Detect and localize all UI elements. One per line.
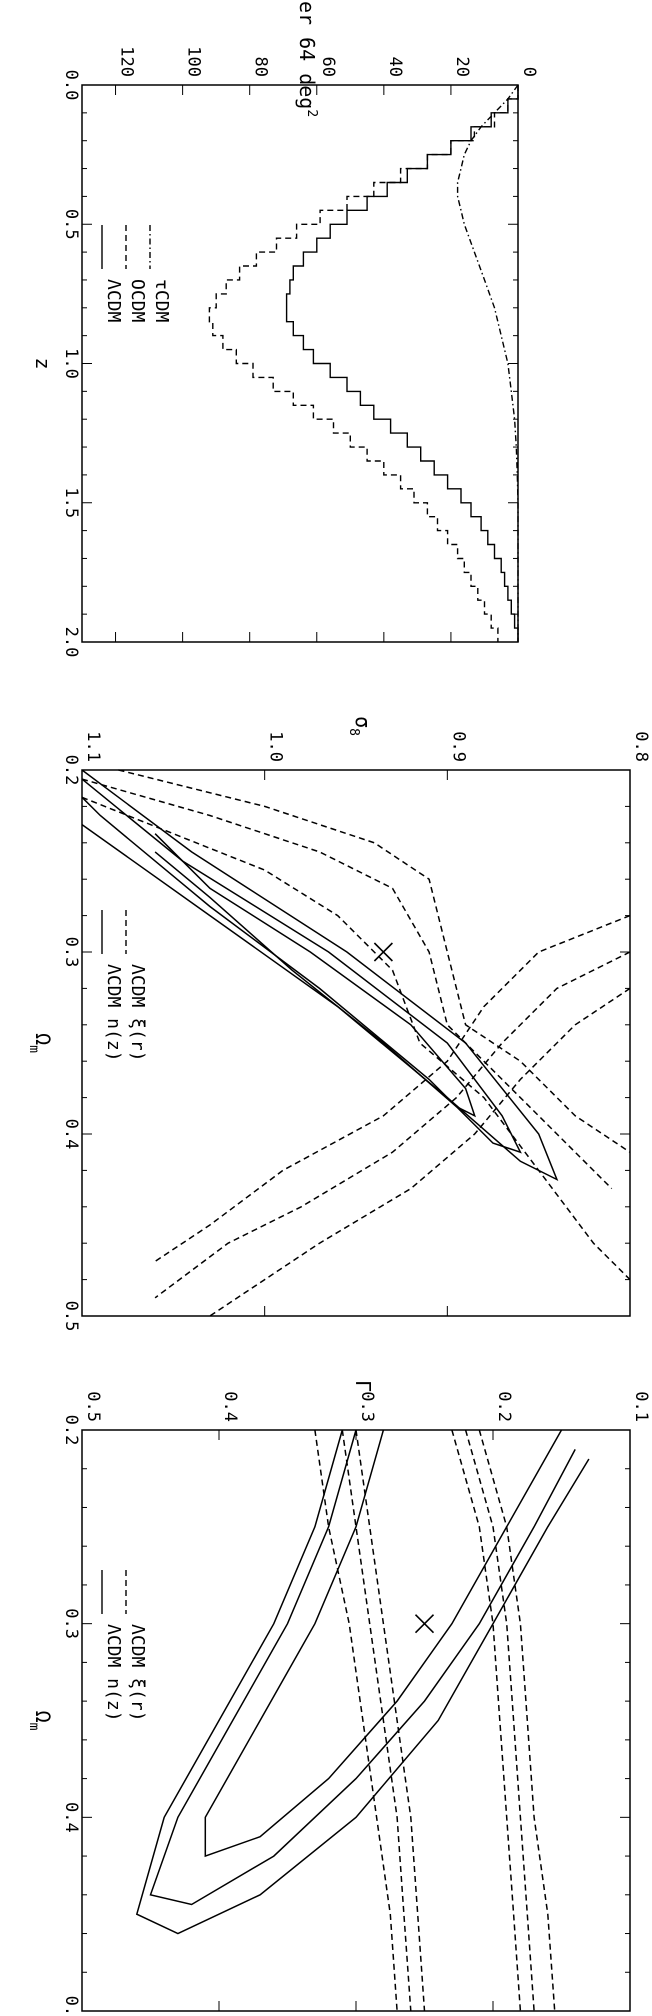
series-3	[456, 84, 519, 642]
best-fit-marker	[373, 942, 393, 962]
x-axis-title-text: Ω	[31, 1033, 55, 1045]
contour-line	[149, 1429, 576, 1906]
contour-line	[341, 1429, 412, 2012]
x-axis-title-text: z	[31, 357, 55, 369]
contour-line	[355, 1429, 426, 2012]
contour-line	[81, 796, 631, 1281]
contour-line	[81, 769, 559, 1182]
contour-line	[478, 1429, 556, 2012]
y-axis-title: σ8	[346, 716, 375, 736]
x-tick-label: 1.5	[61, 487, 81, 518]
x-axis-title-sub: m	[26, 1045, 41, 1053]
contour-line	[451, 1429, 522, 2012]
contour-line	[154, 951, 631, 1299]
plot-frame	[81, 84, 519, 643]
contour-line	[154, 914, 631, 1263]
series-2	[314, 1429, 556, 2012]
x-tick-label: 0.5	[61, 209, 81, 240]
y-tick-label: 0.1	[631, 1391, 651, 1422]
x-tick-label: 2.0	[61, 627, 81, 658]
legend-label: ΛCDM n(z)	[103, 1624, 124, 1722]
y-tick-label: 80	[251, 57, 271, 77]
y-axis-title-sup: 2	[304, 109, 319, 117]
contour-line	[81, 778, 613, 1190]
y-tick-label: 0	[519, 67, 539, 77]
y-tick-label: 20	[452, 57, 472, 77]
legend: ΛCDM n(z) ΛCDM ξ(r)	[101, 910, 148, 1062]
y-axis-title-text: N per 64 deg	[295, 0, 319, 109]
series-2	[81, 769, 631, 1317]
x-axis-title: Ωm	[26, 1033, 55, 1053]
contour-line	[204, 1429, 563, 1858]
y-tick-label: 1.0	[266, 731, 286, 762]
y-tick-label: 0.4	[220, 1391, 240, 1422]
y-axis-title: N per 64 deg2	[295, 0, 319, 117]
x-tick-label: 0.0	[61, 70, 81, 101]
y-tick-label: 120	[117, 46, 137, 77]
series-1	[135, 1429, 590, 1935]
legend: ΛCDM OCDM τCDM	[101, 225, 172, 323]
legend: ΛCDM n(z) ΛCDM ξ(r)	[101, 1570, 148, 1722]
chart-panel-1: 0.0 0.5 1.0 1.5 2.0 0 20 40 60 80 100 120 z N per 64 …	[31, 0, 539, 657]
contour-line	[209, 987, 631, 1317]
y-tick-label: 0.2	[494, 1391, 514, 1422]
y-tick-label: 0.9	[448, 731, 468, 762]
best-fit-marker	[414, 1614, 435, 1634]
y-tick-label: 100	[184, 46, 204, 77]
contour-line	[464, 1429, 535, 2012]
y-tick-label: 1.1	[83, 731, 103, 762]
legend-label: ΛCDM n(z)	[103, 964, 124, 1062]
x-tick-label: 0.2	[61, 1415, 81, 1446]
x-tick-label: 0.4	[61, 1119, 81, 1150]
x-tick-label: 0.2	[61, 755, 81, 786]
y-axis-title-sub: 8	[346, 728, 361, 736]
series-2	[208, 85, 519, 642]
y-axis-title: Γ	[351, 1380, 375, 1392]
contour-line	[118, 769, 631, 1153]
series-line	[285, 85, 519, 642]
y-tick-label: 40	[385, 57, 405, 77]
chart-panel-2: 0.2 0.3 0.4 0.5 0.8 0.9 1.0 1.1 Ωm σ8 ΛCDM n(z) ΛCD…	[26, 716, 651, 1331]
series-1	[285, 85, 519, 642]
x-tick-label: 1.0	[61, 348, 81, 379]
legend-label: ΛCDM	[103, 279, 124, 323]
y-tick-label: 0.8	[631, 731, 651, 762]
x-axis-title: z	[31, 357, 55, 369]
contour-line	[81, 778, 522, 1154]
legend-label: ΛCDM ξ(r)	[127, 1624, 148, 1722]
x-axis-title: Ωm	[26, 1711, 55, 1731]
x-tick-label: 0.3	[61, 1608, 81, 1639]
y-axis-title-text: σ	[351, 716, 375, 728]
series-line	[208, 85, 519, 642]
plot-frame	[81, 769, 631, 1317]
legend-label: τCDM	[151, 279, 172, 323]
y-tick-label: 0.5	[83, 1391, 103, 1422]
y-tick-label: 60	[318, 57, 338, 77]
contour-line	[135, 1429, 590, 1935]
chart-panel-3: 0.2 0.3 0.4 0.5 0.1 0.2 0.3 0.4 0.5 Ωm Γ ΛCDM n(z) Λ…	[26, 1380, 651, 2016]
x-axis-title-sub: m	[26, 1723, 41, 1731]
y-tick-label: 0.3	[357, 1391, 377, 1422]
x-tick-label: 0.5	[61, 1996, 81, 2016]
x-tick-label: 0.4	[61, 1802, 81, 1833]
series-line	[456, 84, 519, 642]
legend-label: ΛCDM ξ(r)	[127, 964, 148, 1062]
x-axis-title-text: Ω	[31, 1711, 55, 1723]
y-axis-title-text: Γ	[351, 1380, 375, 1392]
legend-label: OCDM	[127, 279, 148, 323]
x-tick-label: 0.5	[61, 1301, 81, 1332]
contour-line	[314, 1429, 398, 2012]
contour-line	[154, 833, 476, 1118]
series-1	[81, 769, 559, 1182]
x-tick-label: 0.3	[61, 937, 81, 968]
